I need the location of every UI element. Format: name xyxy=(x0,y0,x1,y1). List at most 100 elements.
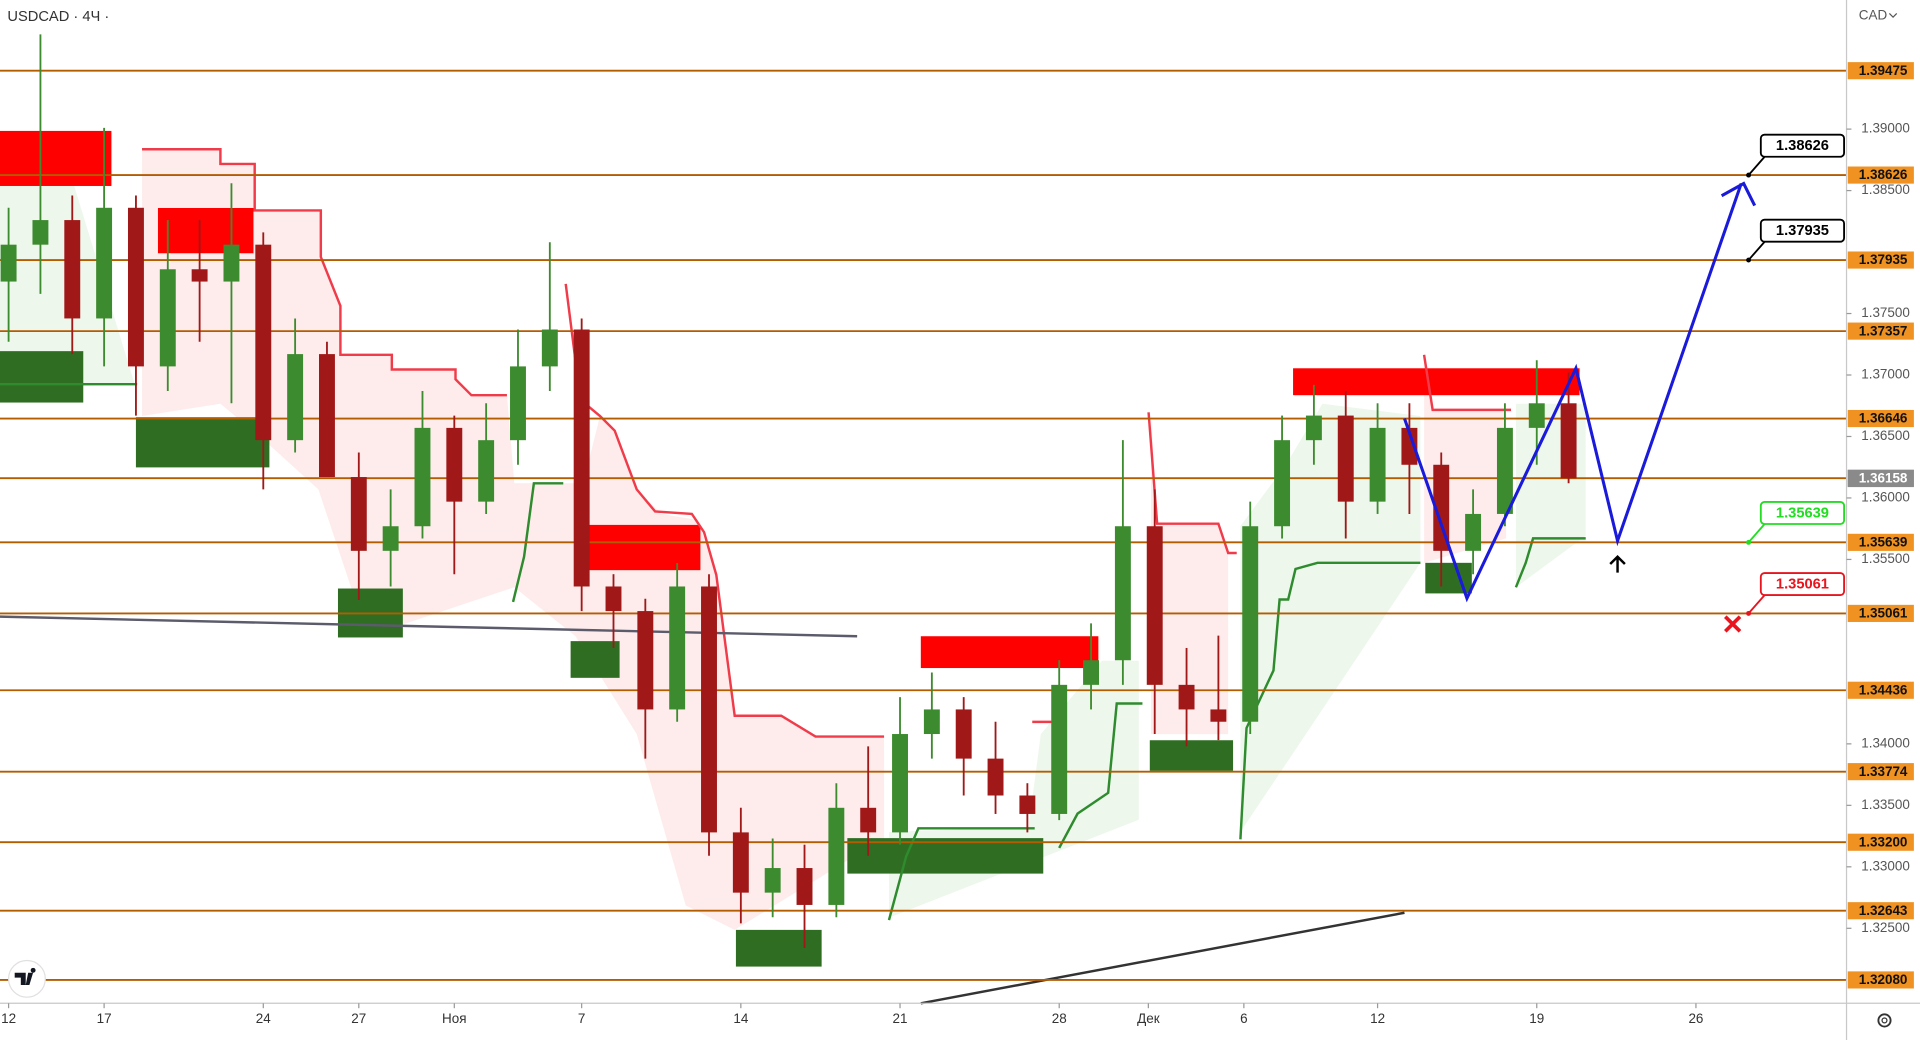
supply-zone xyxy=(581,524,701,571)
x-tick-label: 12 xyxy=(1,1011,16,1026)
candle-body xyxy=(860,807,877,833)
candle-body xyxy=(1369,427,1386,502)
candle-body xyxy=(541,329,558,367)
candle-body xyxy=(701,586,717,833)
level-label: 1.37357 xyxy=(1859,323,1908,338)
tradingview-logo xyxy=(7,959,46,998)
level-label: 1.37935 xyxy=(1859,252,1908,267)
candle-body xyxy=(287,354,304,441)
candle-body xyxy=(637,611,654,710)
x-tick-label: 24 xyxy=(256,1011,271,1026)
supertrend-down xyxy=(1422,354,1512,412)
annotation-leader xyxy=(1747,522,1767,543)
candle-body xyxy=(191,269,208,282)
candle-body xyxy=(127,207,144,367)
supply-zone xyxy=(1293,368,1580,396)
settings-button[interactable] xyxy=(1877,1013,1892,1028)
demand-zone xyxy=(135,417,270,468)
candle-body xyxy=(1274,440,1291,527)
level-label-box xyxy=(1847,971,1914,989)
candle-body xyxy=(1242,526,1259,722)
annotation-leader xyxy=(1747,154,1767,176)
time-axis: 12 17 24 27 Ноя 7 14 21 28 Дек 6 12 19 26 xyxy=(1,1003,1703,1026)
candles xyxy=(0,34,1577,948)
supertrend-down xyxy=(142,148,507,397)
candle-body xyxy=(510,366,526,441)
demand-zone xyxy=(847,838,1044,874)
candle-body xyxy=(1019,795,1036,814)
forecast-arrowhead xyxy=(1720,181,1757,207)
supply-zone xyxy=(920,636,1099,669)
annotation-box xyxy=(1759,501,1846,525)
supertrend-up xyxy=(1058,702,1143,849)
annotation-label: 1.35061 xyxy=(1776,577,1829,593)
candle-body xyxy=(1496,427,1513,514)
level-label: 1.34436 xyxy=(1859,682,1908,697)
x-tick-label: 14 xyxy=(733,1011,748,1026)
last-price-box xyxy=(1847,469,1914,488)
level-label-box xyxy=(1847,251,1914,269)
price-axis: 1.39000 1.38500 1.37500 1.37000 1.36500 1.360… xyxy=(1846,62,1914,989)
annotation-box xyxy=(1759,572,1846,596)
candle-body xyxy=(1528,403,1545,428)
annotation-label: 1.37935 xyxy=(1776,223,1829,239)
annotation-anchor xyxy=(1746,257,1752,263)
y-tick-label: 1.33500 xyxy=(1861,797,1910,812)
candle-body xyxy=(1305,415,1322,441)
candle-body xyxy=(32,220,49,245)
y-tick-label: 1.35500 xyxy=(1861,551,1910,566)
demand-zone xyxy=(0,351,84,403)
y-tick-label: 1.39000 xyxy=(1861,121,1910,136)
level-label: 1.33774 xyxy=(1859,764,1908,779)
bearish-zone xyxy=(1151,413,1229,735)
candle-body xyxy=(64,220,81,319)
candle-body xyxy=(987,758,1004,796)
level-label-box xyxy=(1847,604,1914,622)
y-tick-label: 1.36000 xyxy=(1861,490,1910,505)
candle-body xyxy=(159,269,176,367)
annotation-box xyxy=(1759,218,1846,243)
candle-body xyxy=(669,586,686,710)
candle-body xyxy=(1083,660,1100,685)
candle-body xyxy=(1560,403,1577,479)
candle-body xyxy=(1210,709,1227,722)
candle-body xyxy=(1178,684,1195,710)
x-tick-label: 28 xyxy=(1052,1011,1067,1026)
candle-body xyxy=(1051,684,1068,814)
candle-body xyxy=(319,354,335,478)
supertrend-up xyxy=(511,482,564,603)
level-label-box xyxy=(1847,533,1914,551)
candle-body xyxy=(446,427,463,502)
y-tick-label: 1.37500 xyxy=(1861,305,1910,320)
currency-label[interactable]: CAD xyxy=(1859,7,1888,22)
currency-dropdown[interactable] xyxy=(1888,13,1898,18)
annotation-leader xyxy=(1747,239,1767,261)
forecast xyxy=(1403,181,1757,633)
level-label-box xyxy=(1847,902,1914,920)
levels xyxy=(0,69,1847,981)
candle-body xyxy=(478,440,495,502)
x-tick-label: 27 xyxy=(351,1011,366,1026)
supertrend-up xyxy=(1514,537,1586,588)
level-label: 1.35061 xyxy=(1859,606,1908,621)
candle-body xyxy=(573,329,590,587)
level-label: 1.32080 xyxy=(1859,972,1908,987)
level-label: 1.33200 xyxy=(1859,834,1908,849)
candle-body xyxy=(1114,526,1131,661)
candle-body xyxy=(1337,415,1354,502)
y-tick-label: 1.34000 xyxy=(1861,735,1910,750)
y-tick-label: 1.37000 xyxy=(1861,367,1910,382)
last-price-label: 1.36158 xyxy=(1859,471,1908,486)
x-tick-label: 6 xyxy=(1240,1011,1247,1026)
candle-body xyxy=(255,244,272,441)
candle-body xyxy=(1433,464,1450,551)
candle-body xyxy=(892,734,908,833)
y-tick-label: 1.33000 xyxy=(1861,858,1910,873)
level-label-box xyxy=(1847,166,1914,184)
x-tick-label: Дек xyxy=(1137,1011,1160,1026)
x-tick-label: 7 xyxy=(578,1011,585,1026)
y-tick-label: 1.38500 xyxy=(1861,182,1910,197)
candle-body xyxy=(923,709,940,735)
